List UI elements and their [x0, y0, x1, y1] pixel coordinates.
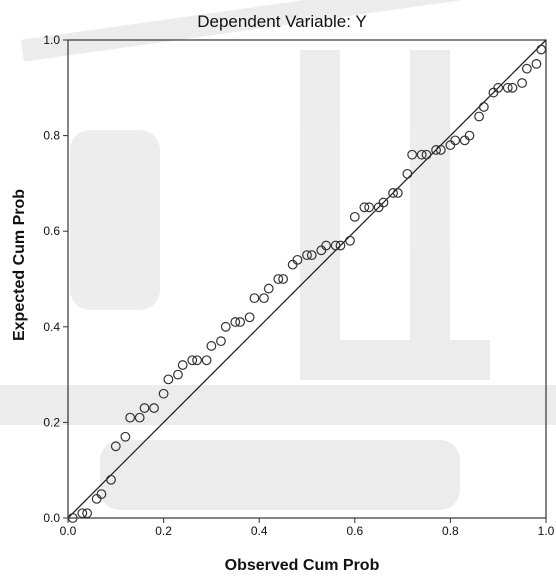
data-point: [392, 188, 403, 198]
data-point: [335, 240, 346, 251]
data-point: [149, 403, 159, 413]
data-point: [82, 508, 93, 519]
y-tick-label: 0.0: [43, 511, 60, 525]
x-tick-label: 0.4: [251, 524, 268, 538]
data-point: [278, 274, 289, 284]
data-point: [517, 78, 527, 88]
data-point: [287, 259, 298, 270]
chart-title: Dependent Variable: Y: [197, 12, 367, 31]
data-point: [120, 431, 131, 442]
data-point: [531, 59, 542, 69]
data-point: [110, 441, 121, 452]
x-tick-label: 0.8: [442, 524, 459, 538]
data-point: [349, 211, 360, 222]
y-tick-label: 0.2: [43, 415, 60, 429]
data-point: [91, 493, 102, 504]
data-point: [177, 360, 188, 370]
data-point: [67, 513, 78, 523]
y-tick-label: 0.6: [43, 224, 60, 238]
data-point: [402, 168, 413, 179]
data-point: [378, 197, 389, 208]
x-axis-label: Observed Cum Prob: [225, 557, 380, 574]
y-tick-label: 1.0: [43, 33, 60, 47]
data-point: [192, 355, 202, 366]
data-point: [431, 145, 441, 155]
y-axis-label: Expected Cum Prob: [11, 189, 28, 341]
data-point: [459, 135, 470, 146]
data-point: [235, 317, 245, 327]
data-point: [330, 240, 341, 251]
y-tick-label: 0.8: [43, 129, 60, 143]
data-point: [77, 508, 88, 519]
data-point: [139, 403, 150, 413]
data-point: [421, 149, 432, 160]
data-point: [273, 274, 284, 284]
data-point: [263, 283, 274, 294]
reference-line: [67, 39, 547, 519]
data-point: [302, 250, 312, 261]
data-point: [359, 202, 370, 213]
data-point: [201, 355, 212, 366]
x-tick-label: 0.0: [60, 524, 77, 538]
plot-frame: [67, 39, 547, 519]
data-point: [259, 293, 269, 304]
data-point: [321, 240, 332, 251]
data-point: [507, 82, 518, 93]
data-point: [230, 317, 241, 327]
data-point: [502, 82, 513, 93]
y-tick-label: 0.4: [43, 320, 60, 334]
data-point: [96, 489, 107, 500]
data-point: [464, 130, 475, 141]
data-point: [478, 102, 489, 112]
x-tick-label: 1.0: [538, 524, 555, 538]
data-point: [249, 293, 260, 304]
data-points: [67, 44, 547, 523]
data-point: [407, 149, 418, 160]
data-point: [216, 336, 226, 347]
data-point: [364, 202, 375, 213]
watermark-logo: [0, 0, 556, 510]
data-point: [345, 235, 355, 246]
y-axis: 0.0 0.2 0.4 0.6 0.8 1.0: [43, 33, 68, 525]
data-point: [206, 341, 217, 351]
x-tick-label: 0.6: [346, 524, 363, 538]
data-point: [163, 374, 174, 385]
data-point: [306, 250, 317, 261]
data-point: [388, 188, 398, 198]
data-point: [173, 369, 183, 380]
data-point: [220, 321, 231, 332]
data-point: [187, 355, 198, 366]
data-point: [493, 82, 504, 93]
data-point: [158, 388, 169, 399]
data-point: [292, 254, 303, 265]
data-point: [244, 312, 255, 323]
data-point: [536, 44, 547, 55]
data-point: [435, 145, 446, 155]
data-point: [134, 412, 145, 423]
data-point: [125, 412, 136, 423]
data-point: [106, 474, 116, 485]
data-point: [416, 149, 427, 160]
x-tick-label: 0.2: [155, 524, 172, 538]
data-point: [474, 111, 484, 122]
data-point: [450, 135, 461, 146]
x-axis: 0.0 0.2 0.4 0.6 0.8 1.0: [60, 518, 555, 538]
data-point: [521, 63, 532, 74]
